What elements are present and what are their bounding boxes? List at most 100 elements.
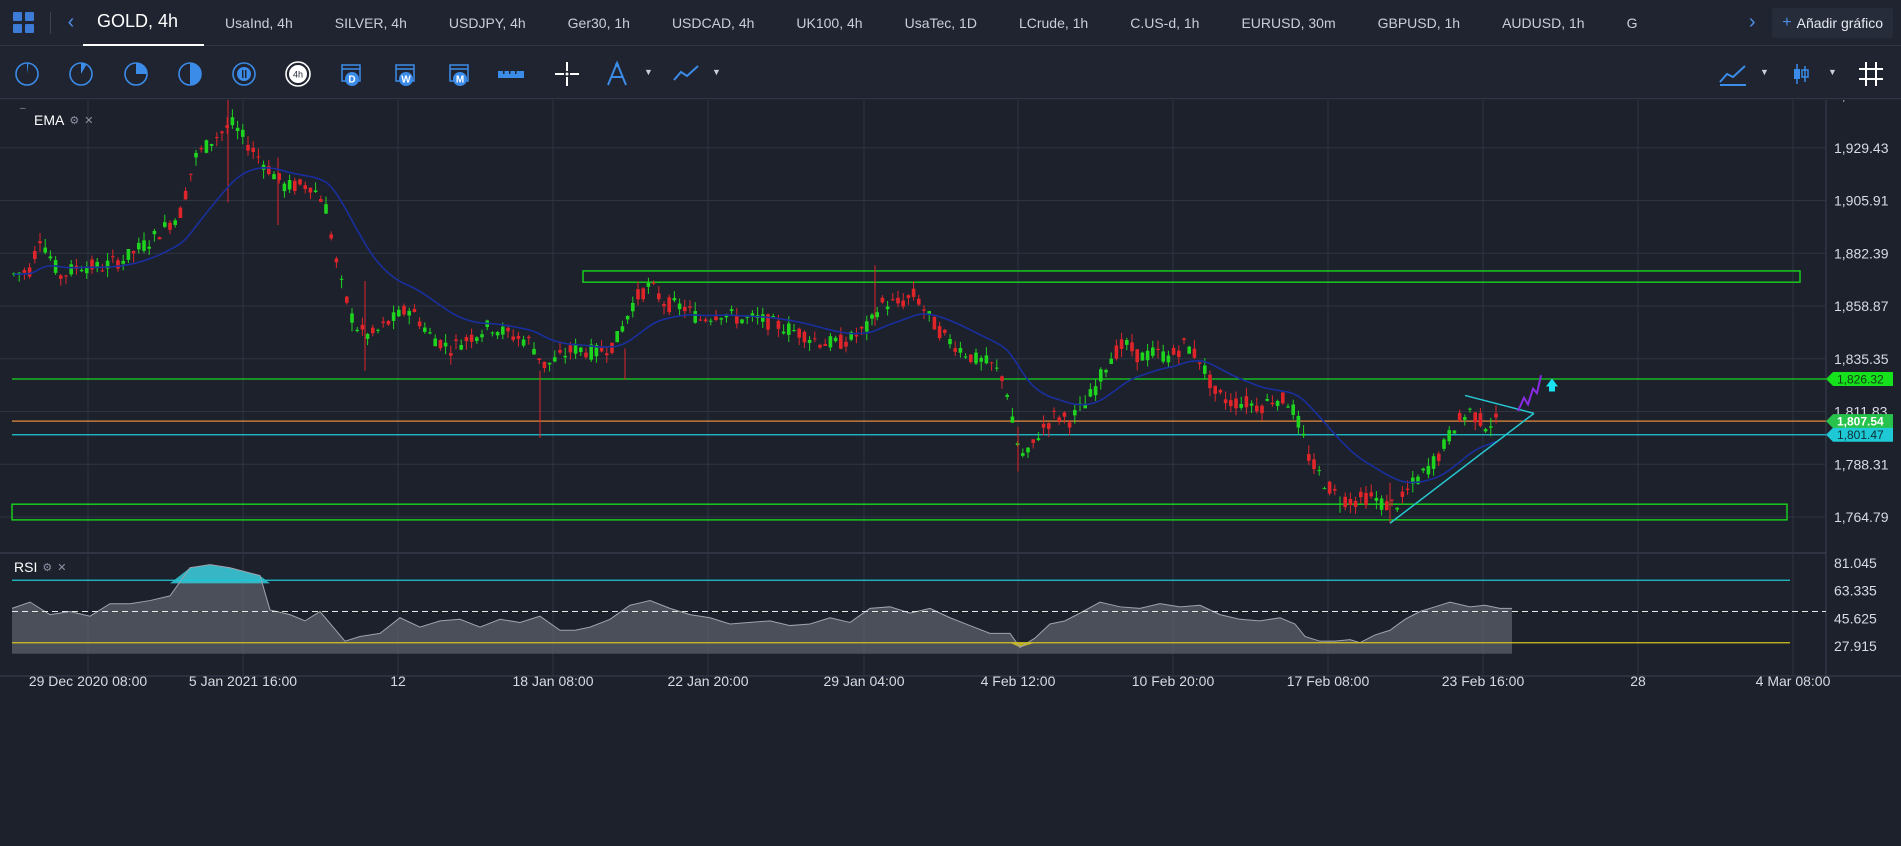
candle-body bbox=[1307, 454, 1311, 461]
candles-icon[interactable] bbox=[1786, 59, 1816, 89]
candle-body bbox=[828, 336, 833, 348]
tab-item[interactable]: EURUSD, 30m bbox=[1241, 14, 1336, 31]
candle-body bbox=[464, 337, 469, 342]
chevron-down-icon[interactable]: ▼ bbox=[644, 67, 653, 77]
price-chart[interactable]: 1,952.95 1,929.43 1,905.91 1,882.39 1,858.87… bbox=[0, 100, 1901, 846]
tab-item[interactable]: GBPUSD, 1h bbox=[1377, 14, 1461, 31]
close-icon[interactable]: ✕ bbox=[84, 114, 94, 127]
candle-body bbox=[38, 241, 42, 244]
candle-body bbox=[1135, 349, 1139, 363]
apps-grid-icon[interactable] bbox=[0, 0, 46, 46]
candle-body bbox=[953, 348, 957, 352]
candle-body bbox=[1192, 348, 1197, 358]
candle-body bbox=[714, 316, 718, 320]
price-tick-label: 1,905.91 bbox=[1834, 193, 1889, 209]
candle-body bbox=[272, 174, 276, 180]
candle-body bbox=[1151, 347, 1155, 356]
candle-body bbox=[589, 344, 593, 360]
candle-body bbox=[189, 173, 193, 175]
chevron-down-icon[interactable]: ▼ bbox=[1760, 67, 1769, 77]
grid-icon[interactable] bbox=[1856, 59, 1886, 89]
candle-body bbox=[1109, 358, 1113, 364]
candle-body bbox=[1197, 362, 1202, 364]
candle-body bbox=[371, 327, 375, 334]
line-tool-icon[interactable] bbox=[671, 59, 701, 89]
candle-body bbox=[417, 321, 422, 327]
candle-body bbox=[646, 282, 651, 287]
gear-icon[interactable]: ⚙ bbox=[69, 114, 80, 127]
add-chart-label: Añadir gráfico bbox=[1796, 14, 1883, 31]
candle-body bbox=[703, 319, 708, 322]
clock-1m-icon[interactable] bbox=[12, 59, 42, 89]
tab-item[interactable]: LCrude, 1h bbox=[1018, 14, 1089, 31]
add-chart-button[interactable]: + Añadir gráfico bbox=[1772, 7, 1893, 38]
candle-body bbox=[802, 331, 807, 343]
chevron-right-icon[interactable]: › bbox=[1748, 11, 1756, 33]
clock-1h-icon[interactable] bbox=[121, 59, 151, 89]
candle-body bbox=[662, 304, 666, 307]
crosshair-icon[interactable] bbox=[552, 59, 582, 89]
clock-4h-active-icon[interactable]: 4h bbox=[283, 59, 313, 89]
time-axis-label: 29 Dec 2020 08:00 bbox=[29, 673, 148, 689]
pen-tool-icon[interactable] bbox=[602, 59, 632, 89]
ema-label: EMA bbox=[34, 112, 65, 128]
candle-body bbox=[807, 339, 812, 343]
chart-type-icon[interactable] bbox=[1718, 59, 1748, 89]
tab-item[interactable]: USDJPY, 4h bbox=[448, 14, 526, 31]
tab-item[interactable]: SILVER, 4h bbox=[334, 14, 407, 31]
clock-4h-icon[interactable] bbox=[229, 59, 259, 89]
candle-body bbox=[1452, 430, 1457, 434]
ruler-icon[interactable] bbox=[496, 59, 526, 89]
price-tag-label: 1,807.54 bbox=[1837, 415, 1884, 429]
close-icon[interactable]: ✕ bbox=[57, 561, 67, 574]
tab-item[interactable]: Ger30, 1h bbox=[567, 14, 630, 31]
candle-body bbox=[1093, 386, 1098, 396]
price-tick-label: 1,882.39 bbox=[1834, 245, 1889, 261]
rsi-tick-label: 63.335 bbox=[1834, 583, 1877, 599]
tab-list: UsaInd, 4h SILVER, 4h USDJPY, 4h Ger30, 1h U… bbox=[204, 0, 1740, 46]
tab-item[interactable]: UK100, 4h bbox=[796, 14, 863, 31]
tab-item[interactable]: UsaTec, 1D bbox=[904, 14, 977, 31]
candle-body bbox=[298, 179, 302, 185]
price-tick-label: 1,764.79 bbox=[1834, 509, 1889, 525]
candle-body bbox=[989, 362, 994, 364]
clock-15m-icon[interactable] bbox=[66, 59, 96, 89]
tab-item[interactable]: USDCAD, 4h bbox=[671, 14, 755, 31]
candle-body bbox=[667, 297, 671, 313]
chart-background bbox=[0, 100, 1901, 846]
calendar-month-icon[interactable]: M bbox=[445, 59, 475, 89]
candle-body bbox=[859, 326, 864, 329]
candle-body bbox=[943, 329, 947, 333]
triangle-line bbox=[1464, 394, 1535, 415]
chart-area[interactable]: 1,952.95 1,929.43 1,905.91 1,882.39 1,858.87… bbox=[0, 100, 1901, 846]
candle-body bbox=[350, 313, 354, 323]
candle-body bbox=[875, 312, 879, 318]
candle-body bbox=[241, 129, 245, 137]
candle-body bbox=[303, 185, 307, 189]
tab-item[interactable]: C.US-d, 1h bbox=[1130, 14, 1200, 31]
candle-body bbox=[287, 180, 292, 190]
calendar-day-icon[interactable]: D bbox=[337, 59, 367, 89]
candle-body bbox=[1182, 338, 1186, 341]
candle-body bbox=[381, 321, 385, 323]
chevron-down-icon[interactable]: ▼ bbox=[712, 67, 721, 77]
candle-body bbox=[17, 272, 21, 274]
candle-body bbox=[256, 156, 261, 158]
collapse-icon[interactable]: – bbox=[20, 103, 26, 114]
tab-item[interactable]: UsaInd, 4h bbox=[225, 14, 293, 31]
price-tag-label: 1,826.32 bbox=[1837, 373, 1884, 387]
tab-item[interactable]: G bbox=[1626, 14, 1638, 31]
candle-body bbox=[27, 267, 32, 277]
gear-icon[interactable]: ⚙ bbox=[42, 561, 53, 574]
candle-body bbox=[1047, 423, 1051, 429]
time-axis-label: 23 Feb 16:00 bbox=[1442, 673, 1525, 689]
candle-body bbox=[391, 312, 396, 321]
price-tick-label: 1,952.95 bbox=[1834, 100, 1889, 103]
calendar-week-icon[interactable]: W bbox=[391, 59, 421, 89]
candle-body bbox=[511, 336, 515, 340]
tab-gold-4h[interactable]: GOLD, 4h bbox=[83, 0, 205, 46]
clock-2h-icon[interactable] bbox=[175, 59, 205, 89]
tab-item[interactable]: AUDUSD, 1h bbox=[1502, 14, 1585, 31]
chevron-left-icon[interactable]: ‹ bbox=[67, 11, 75, 33]
chevron-down-icon[interactable]: ▼ bbox=[1828, 67, 1837, 77]
